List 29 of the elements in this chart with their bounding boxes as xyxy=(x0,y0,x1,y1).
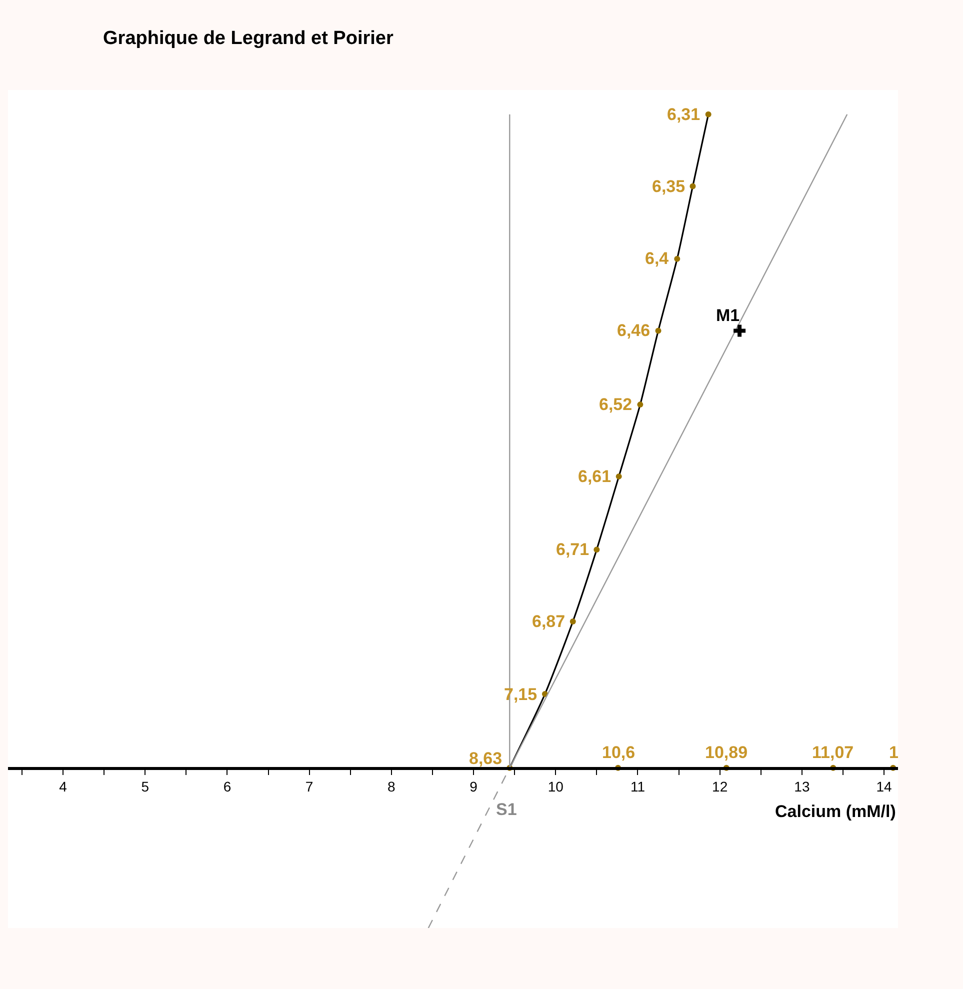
x-tick-label: 5 xyxy=(141,778,150,795)
x-tick-label: 4 xyxy=(59,778,68,795)
annotation: 6,4 xyxy=(645,249,670,268)
chart-title: Graphique de Legrand et Poirier xyxy=(103,28,394,50)
annotation: 6,35 xyxy=(652,177,686,196)
x-tick-label: 14 xyxy=(876,778,892,795)
x-tick-label: 13 xyxy=(794,778,810,795)
annotation: 8,63 xyxy=(469,749,502,768)
x-tick-label: 11 xyxy=(630,778,646,795)
annotation: 1 xyxy=(889,743,898,762)
annotation: 10,89 xyxy=(705,743,748,762)
x-tick-label: 10 xyxy=(548,778,564,795)
x-axis-title: Calcium (mM/l) xyxy=(775,802,896,821)
annotation: 10,6 xyxy=(602,743,636,762)
annotation: M1 xyxy=(716,306,740,325)
annotation: 6,31 xyxy=(667,105,700,124)
annotation: 7,15 xyxy=(504,685,538,704)
x-tick-label: 7 xyxy=(305,778,314,795)
annotation: S1 xyxy=(496,800,517,819)
annotation: 6,52 xyxy=(599,395,632,414)
x-tick-label: 6 xyxy=(223,778,232,795)
annotation: 6,61 xyxy=(578,467,612,486)
x-tick-label: 8 xyxy=(388,778,396,795)
annotation: 11,07 xyxy=(812,743,854,762)
annotation: 6,71 xyxy=(556,540,590,559)
annotation: 6,87 xyxy=(532,612,566,631)
annotation: 6,46 xyxy=(617,321,650,340)
x-tick-label: 12 xyxy=(712,778,728,795)
x-tick-label: 9 xyxy=(470,778,478,795)
